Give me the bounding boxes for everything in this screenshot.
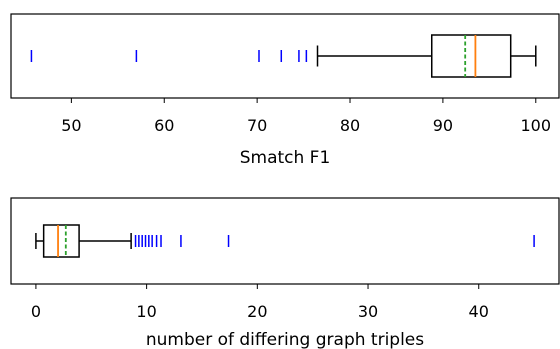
plot-frame: [10, 13, 560, 99]
x-tick-label: 70: [247, 116, 267, 135]
x-axis-label: Smatch F1: [240, 148, 331, 168]
x-tick-label: 100: [521, 116, 552, 135]
iqr-box: [431, 34, 512, 78]
x-tick-label: 30: [358, 302, 378, 321]
x-tick-label: 60: [154, 116, 174, 135]
x-tick-label: 40: [469, 302, 489, 321]
iqr-box: [42, 224, 80, 258]
x-axis-label: number of differing graph triples: [146, 330, 424, 349]
x-tick-label: 0: [31, 302, 41, 321]
smatch-f1-boxplot-panel: 50 60 70 80 90 100 Smatch F1: [10, 13, 560, 168]
x-tick-label: 10: [136, 302, 156, 321]
plot-frame: [10, 197, 560, 285]
differing-triples-boxplot-panel: 0 10 20 30 40 number of differing graph tripl…: [10, 197, 560, 349]
x-tick-label: 90: [433, 116, 453, 135]
x-tick-label: 20: [247, 302, 267, 321]
x-tick-label: 50: [61, 116, 81, 135]
x-tick-label: 80: [340, 116, 360, 135]
